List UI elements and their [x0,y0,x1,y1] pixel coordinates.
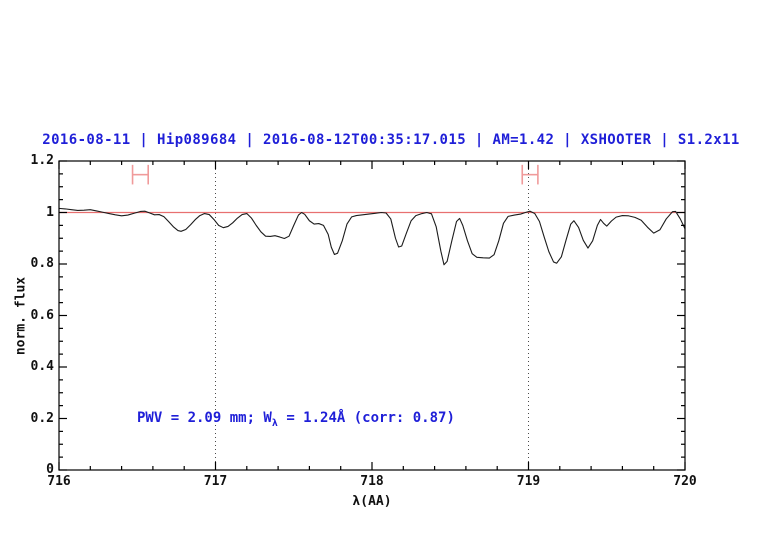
range-marker [131,164,150,185]
range-marker [521,164,539,185]
x-tick-label: 716 [47,474,71,489]
y-tick-label: 0.2 [30,410,54,426]
spectrum-line [58,207,686,266]
pwv-annotation-part1: PWV = 2.09 mm; W [137,410,272,426]
x-axis-label: λ(AA) [352,494,392,509]
y-axis-label: norm. flux [13,276,29,356]
y-tick-label: 0.6 [30,307,54,323]
y-tick-label: 1.2 [30,153,54,168]
axis-ticks [58,160,686,471]
y-tick-label: 0.8 [30,256,54,271]
plot-title: 2016-08-11 | Hip089684 | 2016-08-12T00:3… [42,132,740,148]
pwv-annotation: PWV = 2.09 mm; Wλ = 1.24Å (corr: 0.87) [137,410,455,429]
pwv-annotation-subscript: λ [271,417,278,429]
x-tick-label: 720 [673,474,697,489]
x-tick-label: 719 [516,474,541,489]
x-tick-label: 717 [203,474,228,489]
pwv-annotation-part2: = 1.24Å (corr: 0.87) [277,410,455,426]
y-tick-label: 0.4 [30,359,54,374]
y-tick-label: 0 [46,462,54,477]
y-tick-label: 1 [46,204,54,220]
x-tick-label: 718 [360,474,384,489]
